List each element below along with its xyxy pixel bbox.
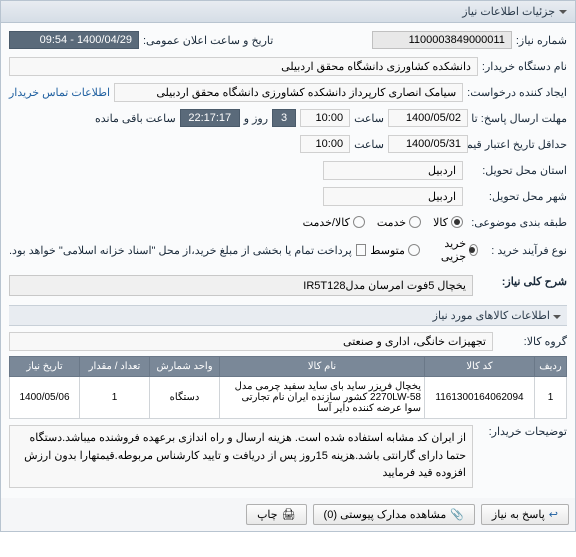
deadline-date: 1400/05/02 — [388, 109, 468, 127]
radio-minor-label: خرید جزیی — [432, 237, 466, 263]
announce-value: 1400/04/29 - 09:54 — [9, 31, 139, 49]
print-icon: 🖨 — [282, 508, 296, 521]
province-label: استان محل تحویل: — [467, 164, 567, 177]
remain-and: روز و — [244, 112, 268, 125]
th-qty: تعداد / مقدار — [80, 357, 150, 377]
announce-label: تاریخ و ساعت اعلان عمومی: — [143, 34, 273, 47]
reply-icon: ↩ — [549, 508, 558, 521]
footer-buttons: ↩ پاسخ به نیاز 📎 مشاهده مدارک پیوستی (0)… — [1, 498, 575, 531]
remain-time: 22:17:17 — [180, 109, 240, 127]
print-button[interactable]: 🖨 چاپ — [246, 504, 306, 525]
radio-both[interactable] — [353, 216, 365, 228]
items-table: ردیف کد کالا نام کالا واحد شمارش تعداد /… — [9, 356, 567, 419]
radio-goods[interactable] — [451, 216, 463, 228]
th-code: کد کالا — [425, 357, 535, 377]
treasury-note: پرداخت تمام یا بخشی از مبلغ خرید،از محل … — [9, 244, 352, 257]
general-desc-value: یخچال 5فوت امرسان مدلIR5T128 — [9, 275, 473, 296]
table-header-row: ردیف کد کالا نام کالا واحد شمارش تعداد /… — [10, 357, 567, 377]
th-name: نام کالا — [220, 357, 425, 377]
buyer-desc-label: توضیحات خریدار: — [477, 425, 567, 438]
deadline-label: مهلت ارسال پاسخ: تا تاریخ: — [472, 112, 567, 125]
remain-days: 3 — [272, 109, 296, 127]
th-date: تاریخ نیاز — [10, 357, 80, 377]
radio-service-label: خدمت — [377, 216, 406, 229]
attachments-label: مشاهده مدارک پیوستی (0) — [324, 508, 447, 521]
process-label: نوع فرآیند خرید : — [482, 244, 567, 257]
need-number-value: 1100003849000011 — [372, 31, 512, 49]
reply-button[interactable]: ↩ پاسخ به نیاز — [481, 504, 569, 525]
attachment-icon: 📎 — [450, 508, 464, 521]
buyer-desc-value: از ایران کد مشابه استفاده شده است. هزینه… — [9, 425, 473, 488]
requester-label: ایجاد کننده درخواست: — [467, 86, 567, 99]
panel-header: جزئیات اطلاعات نیاز — [1, 1, 575, 23]
validity-date: 1400/05/31 — [388, 135, 468, 153]
radio-medium[interactable] — [408, 244, 420, 256]
radio-goods-label: کالا — [433, 216, 448, 229]
deadline-time-label: ساعت — [354, 112, 384, 125]
city-label: شهر محل تحویل: — [467, 190, 567, 203]
requester-value: سیامک انصاری کارپرداز دانشکده کشاورزی دا… — [114, 83, 463, 102]
cell-name: یخچال فریزر ساید بای ساید سفید چرمی مدل … — [220, 377, 425, 419]
validity-time: 10:00 — [300, 135, 350, 153]
cell-unit: دستگاه — [150, 377, 220, 419]
buyer-org-label: نام دستگاه خریدار: — [482, 60, 567, 73]
panel-body: شماره نیاز: 1100003849000011 تاریخ و ساع… — [1, 23, 575, 498]
cell-date: 1400/05/06 — [10, 377, 80, 419]
th-unit: واحد شمارش — [150, 357, 220, 377]
grouping-label: طبقه بندی موضوعی: — [467, 216, 567, 229]
radio-medium-label: متوسط — [370, 244, 405, 257]
panel-title: جزئیات اطلاعات نیاز — [462, 5, 555, 18]
caret-down-icon — [559, 10, 567, 14]
group-value: تجهیزات خانگی، اداری و صنعتی — [9, 332, 493, 351]
radio-minor[interactable] — [469, 244, 478, 256]
cell-code: 1161300164062094 — [425, 377, 535, 419]
need-number-label: شماره نیاز: — [516, 34, 567, 47]
city-value: اردبیل — [323, 187, 463, 206]
general-desc-label: شرح کلی نیاز: — [477, 275, 567, 288]
remain-text: ساعت باقی مانده — [95, 112, 176, 125]
cell-idx: 1 — [535, 377, 567, 419]
validity-time-label: ساعت — [354, 138, 384, 151]
attachments-button[interactable]: 📎 مشاهده مدارک پیوستی (0) — [313, 504, 475, 525]
caret-down-icon — [553, 315, 561, 319]
province-value: اردبیل — [323, 161, 463, 180]
print-label: چاپ — [257, 508, 278, 521]
treasury-checkbox[interactable] — [356, 244, 367, 256]
th-idx: ردیف — [535, 357, 567, 377]
grouping-radios: کالا خدمت کالا/خدمت — [303, 216, 463, 229]
deadline-time: 10:00 — [300, 109, 350, 127]
validity-label: حداقل تاریخ اعتبار قیمت: تا تاریخ: — [472, 138, 567, 151]
need-details-panel: جزئیات اطلاعات نیاز شماره نیاز: 11000038… — [0, 0, 576, 532]
reply-label: پاسخ به نیاز — [492, 508, 545, 521]
cell-qty: 1 — [80, 377, 150, 419]
group-label: گروه کالا: — [497, 335, 567, 348]
contact-link[interactable]: اطلاعات تماس خریدار — [9, 86, 110, 99]
radio-service[interactable] — [409, 216, 421, 228]
buyer-org-value: دانشکده کشاورزی دانشگاه محقق اردبیلی — [9, 57, 478, 76]
goods-section-label: اطلاعات کالاهای مورد نیاز — [433, 310, 550, 322]
table-row: 1 1161300164062094 یخچال فریزر ساید بای … — [10, 377, 567, 419]
goods-section-title: اطلاعات کالاهای مورد نیاز — [9, 305, 567, 326]
process-radios: خرید جزیی متوسط — [370, 237, 478, 263]
radio-both-label: کالا/خدمت — [303, 216, 350, 229]
